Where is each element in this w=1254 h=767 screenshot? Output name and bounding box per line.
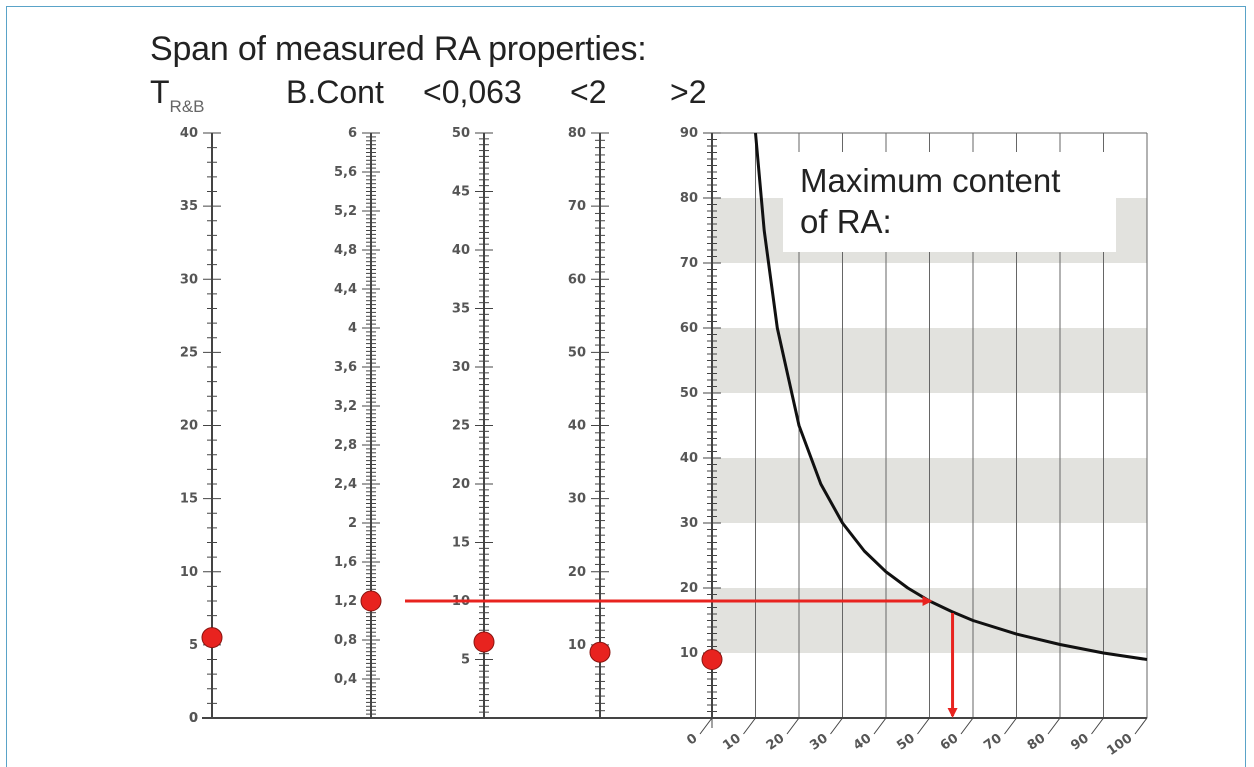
x-tick-label: 80 [1025, 731, 1048, 754]
tick-label: 10 [680, 646, 698, 661]
tick-label: 35 [452, 302, 470, 317]
tick-label: 0 [189, 711, 198, 726]
tick-label: 2 [348, 516, 357, 531]
x-tick-label: 40 [851, 731, 874, 754]
tick-label: 25 [180, 345, 198, 360]
tick-label: 90 [680, 126, 698, 141]
tick-label: 3,2 [334, 399, 357, 414]
tick-label: 1,2 [334, 594, 357, 609]
axis-2: 5101520253035404550 [452, 126, 493, 719]
x-tick-label: 0 [684, 731, 700, 748]
x-tick-label: 90 [1068, 731, 1091, 754]
axis-label-bcont: B.Cont [286, 74, 384, 110]
tick-label: 5,2 [334, 204, 357, 219]
max-content-line1: Maximum content [800, 162, 1061, 199]
tick-label: 60 [680, 321, 698, 336]
x-tick [917, 717, 930, 735]
measurement-marker [201, 627, 223, 649]
tick-label: 70 [680, 256, 698, 271]
tick-label: 3,6 [334, 360, 357, 375]
axis-4: 10 20 30 40 50 60 70 80 90 [680, 126, 721, 719]
tick-label: 4,8 [334, 243, 357, 258]
axis-label-lt2: <2 [570, 74, 607, 110]
max-content-curve [754, 132, 1148, 661]
x-tick [699, 717, 713, 735]
x-tick [1004, 717, 1017, 735]
tick-label: 45 [452, 185, 470, 200]
tick-label: 80 [680, 191, 698, 206]
tick-label: 30 [568, 492, 586, 507]
x-tick-label: 60 [938, 731, 961, 754]
x-tick-label: 70 [981, 731, 1004, 754]
x-tick-label: 20 [764, 731, 787, 754]
chart-title: Span of measured RA properties: [150, 30, 647, 68]
axis-3: 10 20 30 40 50 60 70 80 [568, 126, 609, 719]
tick-label: 6 [348, 126, 357, 141]
tick-label: 70 [568, 199, 586, 214]
tick-label: 15 [452, 536, 470, 551]
tick-label: 25 [452, 419, 470, 434]
x-tick [830, 717, 843, 735]
measurement-marker [473, 631, 495, 653]
tick-label: 0,8 [334, 633, 357, 648]
measurement-marker [360, 590, 382, 612]
axis-label-gt2: >2 [670, 74, 707, 110]
x-tick [1134, 717, 1148, 735]
measurement-marker [701, 649, 723, 670]
tick-label: 0,4 [334, 672, 357, 687]
tick-label: 5 [189, 638, 198, 653]
max-content-line2: of RA: [800, 203, 892, 240]
x-tick-label: 50 [894, 731, 917, 754]
x-tick [1091, 717, 1104, 735]
tick-label: 50 [568, 345, 586, 360]
x-tick [960, 717, 974, 735]
axis-label-t-rb: TR&B [150, 74, 205, 116]
x-tick [743, 717, 756, 735]
tick-label: 20 [568, 565, 586, 580]
tick-label: 2,4 [334, 477, 357, 492]
tick-label: 4,4 [334, 282, 357, 297]
x-tick-label: 10 [720, 731, 743, 754]
tick-label: 40 [452, 243, 470, 258]
tick-label: 80 [568, 126, 586, 141]
tick-label: 20 [180, 419, 198, 434]
tick-label: 50 [680, 386, 698, 401]
tick-label: 20 [452, 477, 470, 492]
tick-label: 40 [180, 126, 198, 141]
x-tick [1047, 717, 1061, 735]
axis-label-fine: <0,063 [423, 74, 522, 110]
tick-label: 15 [180, 492, 198, 507]
tick-label: 5 [461, 653, 470, 668]
figure-frame [6, 6, 1246, 767]
tick-label: 40 [680, 451, 698, 466]
x-tick [786, 717, 800, 735]
measurement-marker [589, 641, 611, 663]
tick-label: 50 [452, 126, 470, 141]
x-tick-label: 100 [1104, 731, 1135, 759]
tick-label: 30 [180, 272, 198, 287]
tick-label: 10 [180, 565, 198, 580]
tick-label: 35 [180, 199, 198, 214]
tick-label: 30 [680, 516, 698, 531]
tick-label: 0 [189, 711, 198, 726]
tick-label: 60 [568, 272, 586, 287]
tick-label: 30 [452, 360, 470, 375]
tick-label: 5,6 [334, 165, 357, 180]
x-tick [873, 717, 887, 735]
tick-label: 40 [568, 419, 586, 434]
tick-label: 10 [568, 638, 586, 653]
x-tick-label: 30 [807, 731, 830, 754]
tick-label: 4 [348, 321, 357, 336]
axis-1: 0,4 0,8 1,2 1,6 2 2,4 2,8 3,2 3,6 4 4,4 4,8 5,2 5,6 6 [334, 126, 380, 719]
tick-label: 20 [680, 581, 698, 596]
tick-label: 1,6 [334, 555, 357, 570]
tick-label: 2,8 [334, 438, 357, 453]
label-box [783, 152, 1116, 252]
max-content-label: Maximum content of RA: [800, 160, 1060, 242]
